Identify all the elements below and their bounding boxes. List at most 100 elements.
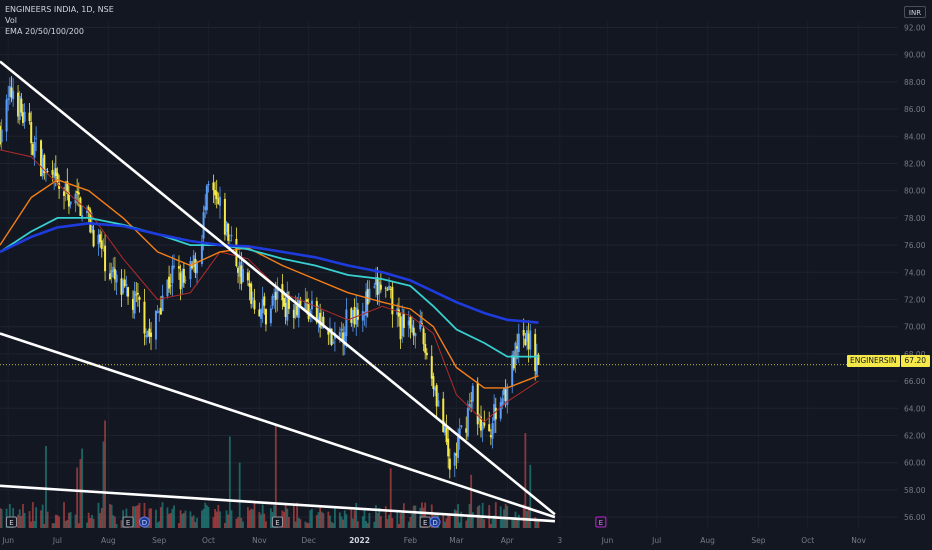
trendlines[interactable] xyxy=(0,60,556,523)
volume-bar xyxy=(368,512,371,528)
volume-bar xyxy=(411,513,413,528)
candle-body xyxy=(8,86,11,97)
candle-body xyxy=(353,306,356,325)
volume-bar xyxy=(511,517,514,528)
candle-body xyxy=(260,309,263,319)
candle-body xyxy=(319,312,322,328)
event-marker-label: E xyxy=(599,519,603,527)
volume-bar xyxy=(30,521,33,528)
candle-body xyxy=(402,313,405,328)
last-price-value: 67.20 xyxy=(900,355,931,367)
volume-indicator-label[interactable]: Vol xyxy=(5,16,17,25)
candle-body xyxy=(181,271,184,287)
volume-bar xyxy=(332,523,335,528)
candle-body xyxy=(113,269,116,280)
candle-body xyxy=(299,299,302,306)
candle-body xyxy=(5,99,8,132)
candle-body xyxy=(502,388,505,396)
candle-body xyxy=(286,291,289,321)
candle-body xyxy=(240,265,243,284)
candle-body xyxy=(123,279,126,287)
candle-body xyxy=(422,328,425,345)
candle-body xyxy=(511,354,514,387)
ema-line-4 xyxy=(0,222,539,324)
candle-body xyxy=(217,198,220,205)
candle-body xyxy=(177,266,180,269)
candle-body xyxy=(264,309,267,325)
candle-body xyxy=(373,286,376,288)
volume-bar xyxy=(158,521,161,528)
candle-body xyxy=(205,185,208,211)
candle-body xyxy=(488,424,491,432)
volume-bar xyxy=(458,522,461,528)
event-marker-label: E xyxy=(126,519,130,527)
volume-bar xyxy=(100,507,103,528)
volume-bar xyxy=(169,513,172,528)
volume-bar xyxy=(104,420,106,528)
candle-body xyxy=(246,272,249,281)
candle-body xyxy=(494,407,497,420)
earnings-marker xyxy=(122,516,134,528)
volume-bar xyxy=(329,515,331,528)
x-tick-label: Nov xyxy=(851,536,866,545)
candle-body xyxy=(104,245,107,272)
candle-body xyxy=(424,343,427,353)
candle-body xyxy=(460,425,463,428)
x-axis[interactable]: Jun Jul Aug Sep Oct Nov Dec 2022 Feb Mar Apr 3 Jun Ju… xyxy=(1,536,866,545)
candle-body xyxy=(125,283,128,286)
volume-bar xyxy=(424,502,427,528)
candle-body xyxy=(442,398,445,433)
dividend-marker xyxy=(138,516,150,528)
candle-body xyxy=(41,158,44,177)
x-tick-label: Jun xyxy=(601,536,614,545)
candle-body xyxy=(330,328,333,346)
candle-body xyxy=(122,280,125,294)
volume-bar xyxy=(527,506,530,528)
volume-bar xyxy=(219,511,221,528)
candle-body xyxy=(434,387,437,391)
volume-bar xyxy=(192,515,195,528)
volume-bar xyxy=(309,510,312,528)
volume-bar xyxy=(214,509,216,528)
symbol-title[interactable]: ENGINEERS INDIA, 1D, NSE xyxy=(5,5,114,14)
candle-body xyxy=(154,310,157,340)
candle-body xyxy=(322,316,325,327)
volume-bar xyxy=(155,509,157,528)
candle-body xyxy=(384,287,387,289)
candle-body xyxy=(524,338,527,346)
volume-bar xyxy=(202,508,205,528)
last-price-symbol: ENGINERSIN xyxy=(847,355,900,367)
volume-bar xyxy=(215,511,218,528)
volume-bar xyxy=(79,459,82,528)
candle-body xyxy=(54,168,57,176)
ema-indicator-label[interactable]: EMA 20/50/100/200 xyxy=(5,27,84,36)
candle-body xyxy=(102,244,105,246)
candle-body xyxy=(379,284,382,290)
candle-body xyxy=(399,316,402,340)
volume-bar xyxy=(512,519,515,528)
volume-bar xyxy=(340,516,343,528)
y-axis[interactable]: 56.00 58.00 60.00 62.00 64.00 66.00 68.00 70.00… xyxy=(904,23,926,522)
y-tick-label: 64.00 xyxy=(904,404,926,413)
candle-body xyxy=(292,309,295,318)
candle-body xyxy=(207,183,210,186)
volume-bar xyxy=(110,504,113,528)
candle-body xyxy=(135,294,138,296)
volume-bar xyxy=(156,522,159,528)
volume-bar xyxy=(384,506,387,528)
candle-body xyxy=(476,382,479,425)
candle-body xyxy=(471,385,474,402)
volume-bar xyxy=(274,423,277,528)
currency-label[interactable]: INR xyxy=(904,6,926,18)
x-tick-label: Feb xyxy=(404,536,418,545)
volume-bar xyxy=(455,510,458,528)
candle-body xyxy=(534,334,537,372)
candle-body xyxy=(156,311,159,313)
candle-body xyxy=(283,298,286,307)
volume-bar xyxy=(31,502,34,528)
volume-bar xyxy=(0,507,1,528)
volume-bar xyxy=(230,510,233,528)
candle-body xyxy=(23,111,26,122)
